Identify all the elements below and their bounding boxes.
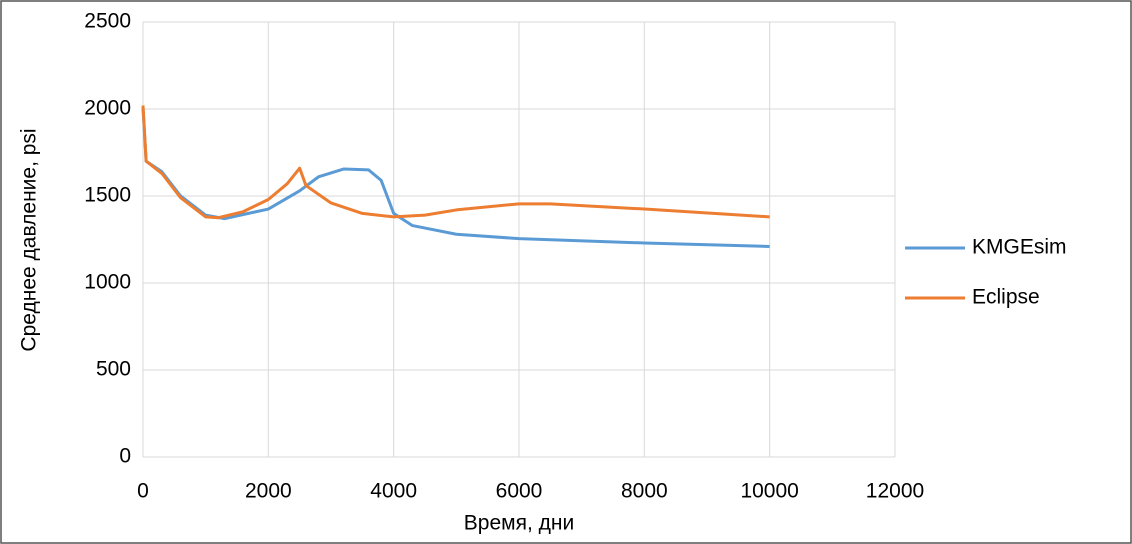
x-tick-label: 2000 bbox=[245, 480, 292, 503]
series-line bbox=[141, 105, 770, 220]
x-axis-label: Время, дни bbox=[464, 512, 574, 535]
legend-label: Eclipse bbox=[972, 286, 1040, 309]
x-tick-label: 6000 bbox=[496, 480, 543, 503]
y-tick-label: 2500 bbox=[84, 10, 131, 33]
y-axis-label: Среднее давление, psi bbox=[18, 128, 41, 351]
x-tick-label: 0 bbox=[137, 480, 149, 503]
y-tick-label: 1500 bbox=[84, 184, 131, 207]
x-tick-label: 12000 bbox=[866, 480, 924, 503]
y-tick-label: 1000 bbox=[84, 271, 131, 294]
y-tick-label: 0 bbox=[119, 445, 131, 468]
y-tick-label: 2000 bbox=[84, 97, 131, 120]
y-tick-label: 500 bbox=[96, 358, 131, 381]
x-tick-label: 4000 bbox=[370, 480, 417, 503]
x-tick-label: 10000 bbox=[740, 480, 798, 503]
legend-label: KMGEsim bbox=[972, 236, 1067, 259]
x-tick-label: 8000 bbox=[621, 480, 668, 503]
